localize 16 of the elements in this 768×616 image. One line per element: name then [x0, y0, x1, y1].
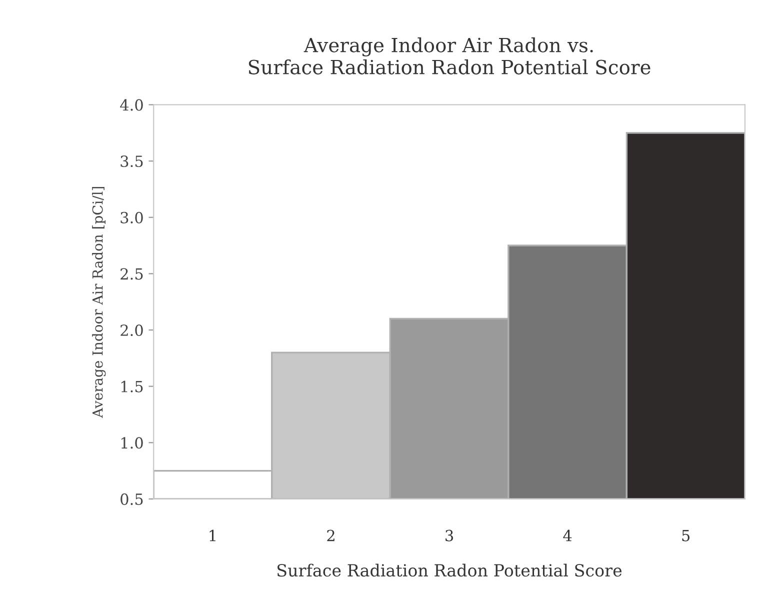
x-tick-label: 1	[210, 530, 216, 542]
chart-title: Average Indoor Air Radon vs. Surface Radiation Radon Potential Score	[248, 37, 650, 74]
y-tick-label: 2.0	[120, 324, 143, 336]
x-tick-label: 5	[682, 530, 690, 542]
y-tick-label: 1.0	[121, 437, 143, 449]
y-tick-label: 2.5	[120, 268, 143, 280]
y-tick-label: 4.0	[120, 99, 143, 111]
x-tick-label: 3	[446, 530, 454, 542]
y-tick-label: 3.5	[120, 156, 143, 168]
x-tick-label: 4	[563, 530, 572, 542]
y-tick-label: 3.0	[120, 212, 143, 224]
y-tick-label: 0.5	[120, 493, 143, 505]
y-axis-title: Average Indoor Air Radon [pCi/l]	[92, 186, 106, 418]
x-tick-label: 2	[327, 530, 334, 542]
x-axis-title: Surface Radiation Radon Potential Score	[278, 564, 622, 577]
y-tick-label: 1.5	[121, 380, 143, 392]
